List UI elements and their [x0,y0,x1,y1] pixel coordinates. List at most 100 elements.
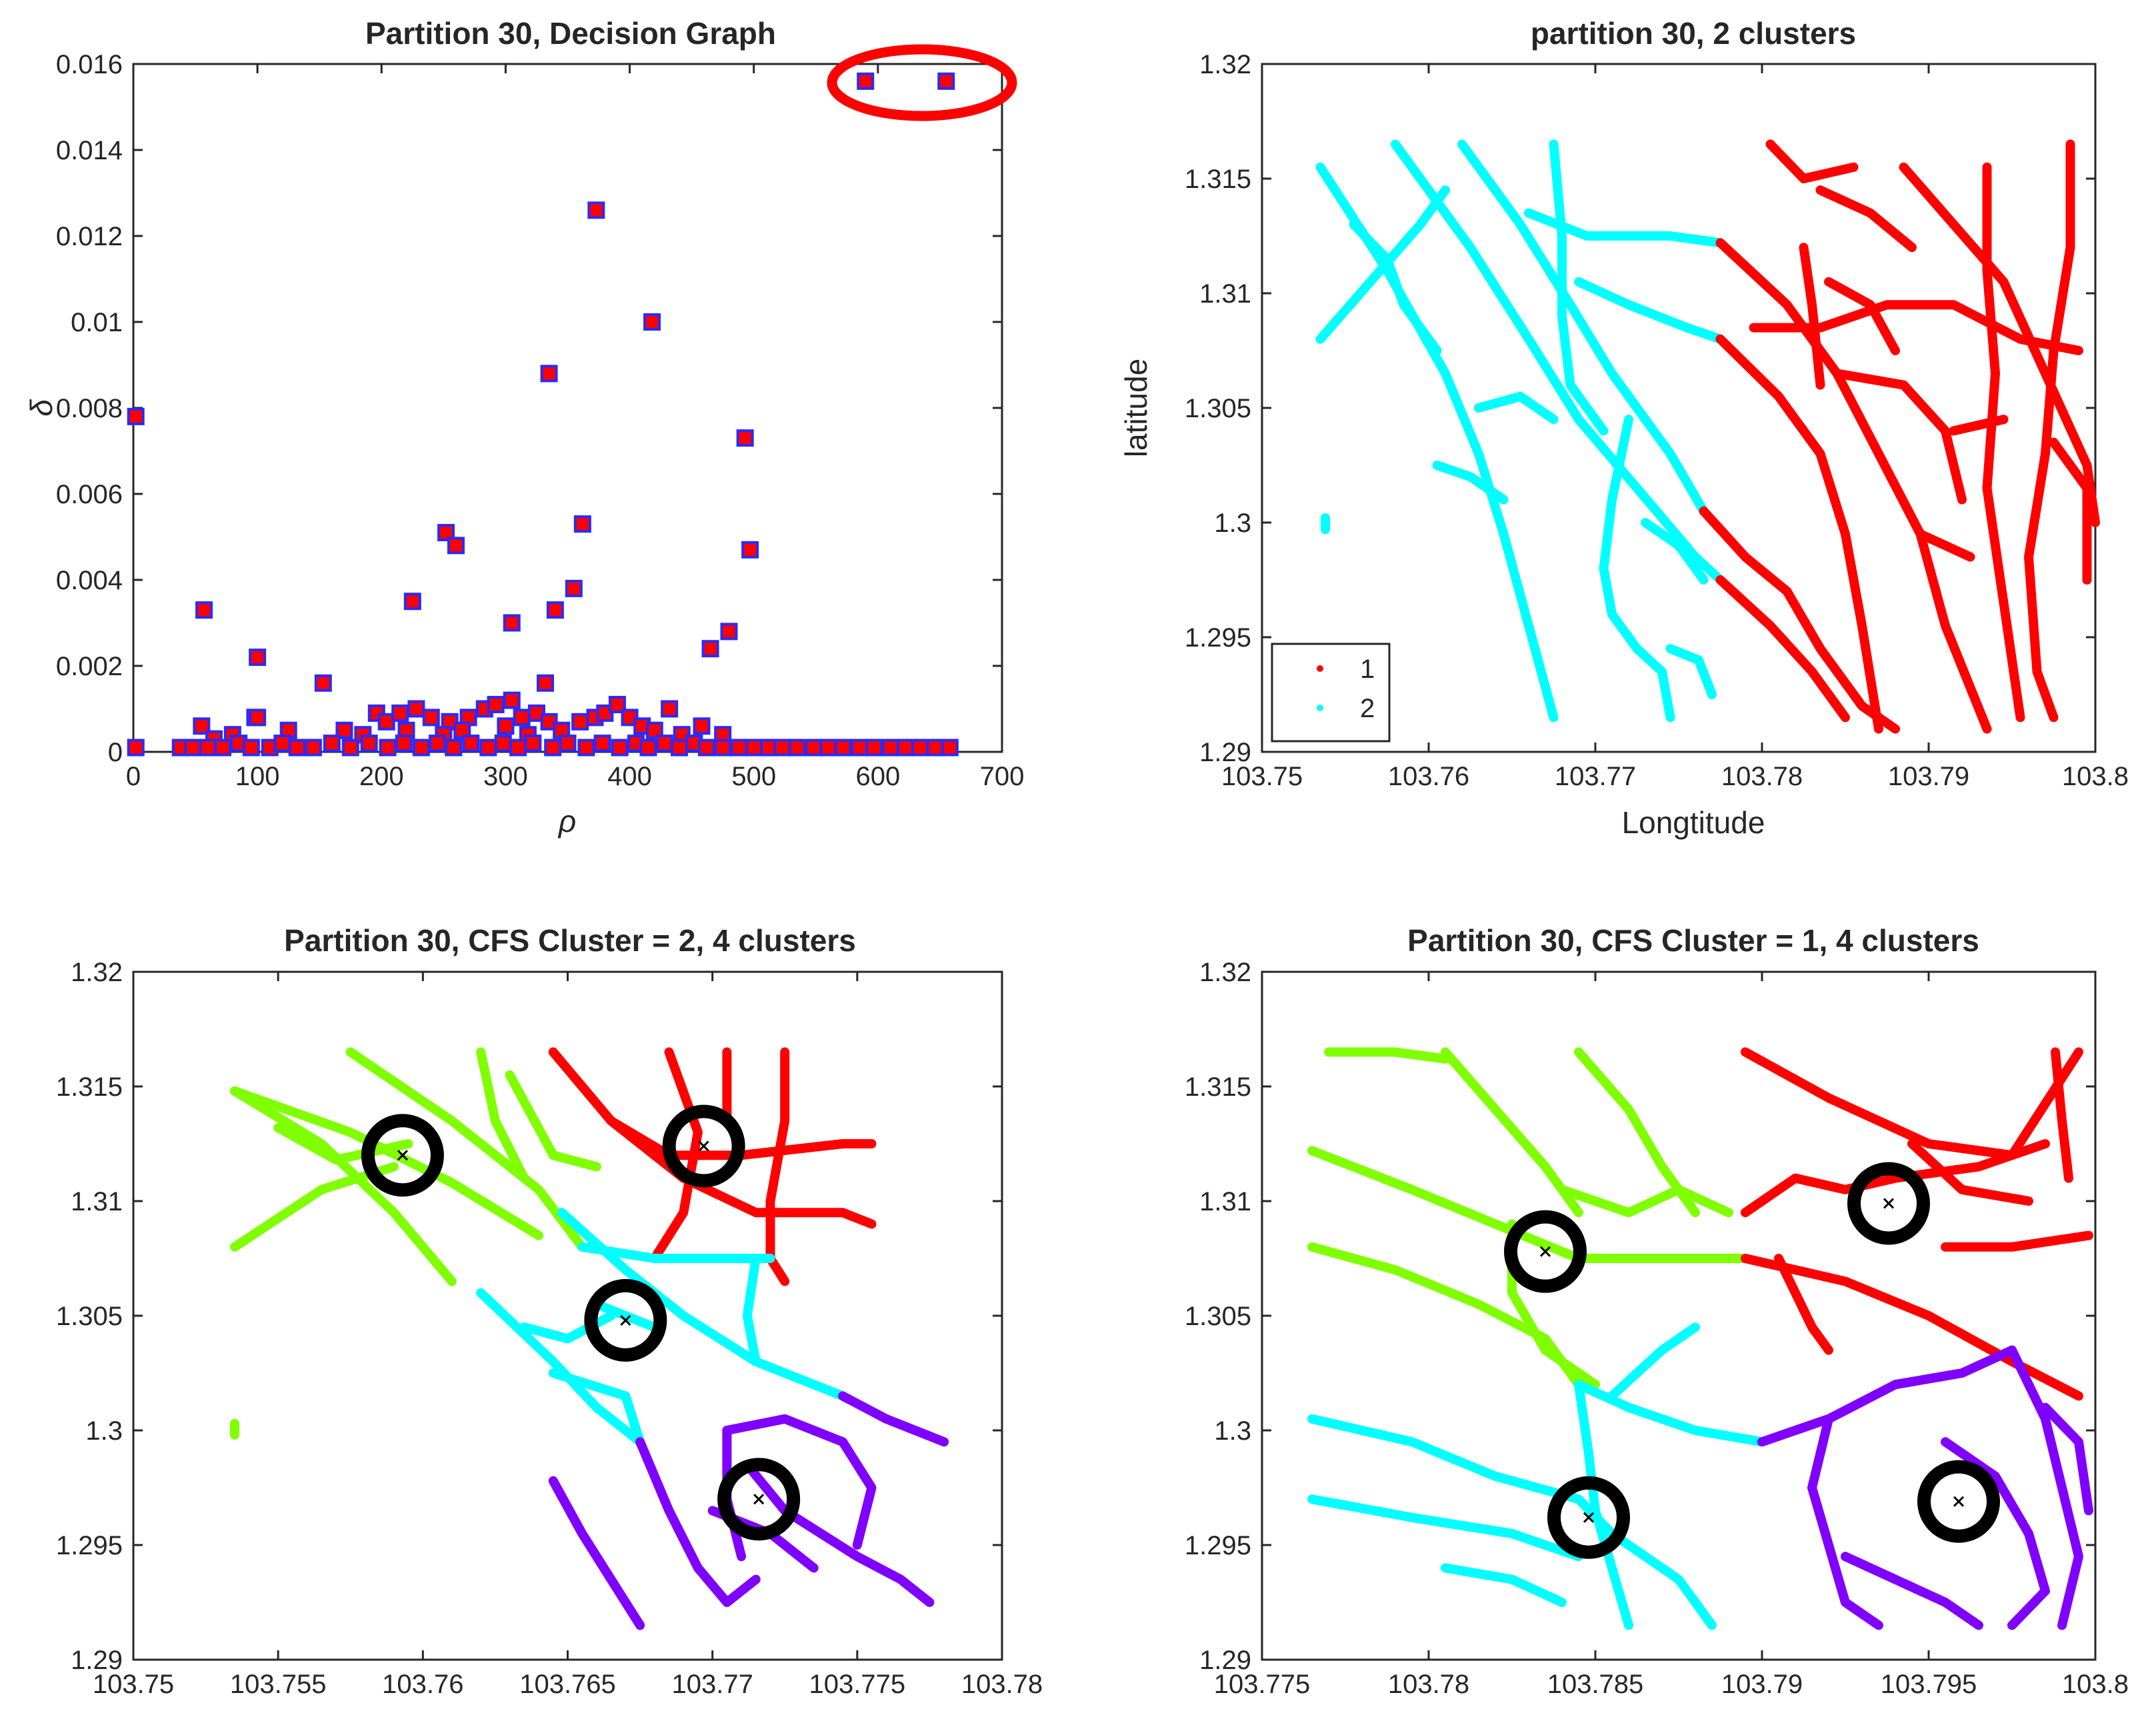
road-segment-cyan [1607,1528,1717,1630]
decision-point [643,313,661,331]
decision-point [937,72,955,90]
decision-point [184,739,202,757]
cluster-center-cross [1953,1496,1965,1507]
road-segment-cyan [1307,1414,1617,1538]
decision-point [422,709,440,727]
decision-graph-xlabel: ρ [557,804,576,839]
decision-point [214,739,232,757]
decision-point [788,739,806,757]
cfs-cluster-1-ticks: 103.775 103.78 103.785 103.79 103.795 103.8 1.… [1185,958,2129,1699]
cfs-cluster-1-title: Partition 30, CFS Cluster = 1, 4 cluster… [1407,923,1979,958]
road-segment-2 [1549,139,1609,436]
cfs-cluster-2-ticks: 103.75 103.755 103.76 103.765 103.77 103.775 1… [56,958,1043,1699]
road-segment-cyan [577,1242,775,1263]
road-segment-1 [1899,162,2100,527]
decision-point [447,537,465,555]
cluster-center-ring [1917,1460,2000,1543]
y-tick-label: 1.31 [71,1187,123,1216]
road-segment-green [1324,1047,1450,1064]
y-tick-label: 1.32 [1199,958,1251,987]
road-segment-1 [1824,277,1900,355]
road-segment-1 [1799,243,1825,390]
road-segment-purple [1807,1414,1883,1630]
road-segment-1 [2024,139,2075,723]
legend-marker-2 [1317,705,1323,711]
decision-point [896,739,914,757]
y-tick-label: 1.315 [1185,165,1251,194]
decision-point [479,739,497,757]
road-segment-green [476,1047,529,1183]
decision-point [412,739,430,757]
decision-point [304,739,322,757]
x-tick-label: 100 [235,762,280,791]
road-segment-purple [838,1391,949,1447]
decision-point [745,739,763,757]
decision-point [127,407,145,425]
decision-point [513,709,531,727]
road-segment-1 [1949,415,2009,436]
cluster-center-ring [584,1278,667,1362]
x-tick-label: 103.78 [1721,762,1803,791]
x-tick-label: 103.78 [1388,1670,1469,1699]
road-segment-green [505,1070,601,1172]
x-tick-label: 103.795 [1881,1670,1977,1699]
decision-point [445,739,463,757]
road-segment-1 [1982,162,2025,723]
cluster-center-ring [1504,1210,1587,1293]
road-segment-green [273,1122,413,1165]
cluster-center-ring [1547,1476,1630,1559]
road-segment-red [1774,1254,1833,1355]
legend-label-1: 1 [1360,655,1375,684]
two-clusters-legend: 1 2 [1271,643,1391,743]
road-segment-1 [1765,139,1859,183]
road-segment-2 [1457,139,1709,516]
y-tick-label: 1.305 [56,1302,123,1331]
road-segment-2 [1524,208,1725,248]
decision-point [730,739,748,757]
road-segment-2 [1391,139,1725,585]
decision-point [834,739,852,757]
decision-point [714,739,732,757]
y-tick-label: 1.295 [1185,1531,1251,1560]
decision-point [497,717,515,735]
decision-point [587,201,605,219]
road-segment-red [1741,1139,2050,1218]
x-tick-label: 103.785 [1547,1670,1644,1699]
road-segment-1 [2049,437,2092,585]
center-highlight-ellipse [827,44,1017,121]
decision-point [805,739,823,757]
road-segment-cyan [591,1299,659,1332]
road-segment-purple [722,1414,877,1550]
decision-point [453,721,471,739]
road-segment-purple [742,1460,935,1607]
decision-point [391,704,409,722]
road-segment-green [345,1047,587,1252]
road-segment-cyan [1574,1380,1633,1630]
x-tick-label: 103.775 [1214,1670,1311,1699]
x-tick-label: 103.8 [2062,1670,2129,1699]
y-tick-label: 1.3 [85,1416,123,1446]
decision-point [193,717,211,735]
road-segment-purple [1757,1345,2017,1447]
y-tick-label: 0.004 [56,566,123,595]
cfs-cluster-2-title: Partition 30, CFS Cluster = 2, 4 cluster… [284,923,856,958]
two-clusters-title: partition 30, 2 clusters [1531,16,1856,51]
road-segment-cyan [742,1254,761,1366]
decision-point [926,739,944,757]
x-tick-label: 103.775 [809,1670,906,1699]
legend-label-2: 2 [1360,694,1375,723]
decision-point [494,735,512,753]
legend-box [1271,643,1391,743]
y-tick-label: 1.315 [1185,1072,1251,1102]
y-tick-label: 0.01 [71,308,123,337]
y-tick-label: 1.3 [1214,1416,1251,1446]
decision-point [429,735,447,753]
y-tick-label: 0.012 [56,222,123,251]
x-tick-label: 103.76 [382,1670,463,1699]
cluster-center-cross [1539,1246,1551,1257]
x-tick-label: 103.75 [93,1670,174,1699]
road-segment-2 [1349,219,1442,355]
decision-point [639,739,657,757]
decision-point [857,72,875,90]
road-segment-green [1307,1146,1750,1263]
